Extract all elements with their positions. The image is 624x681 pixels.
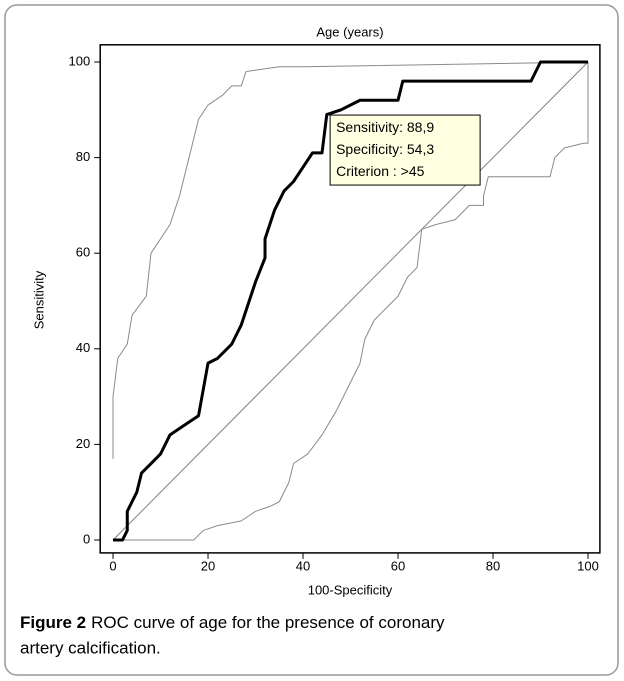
y-tick-label: 40 (76, 340, 90, 355)
caption-text: artery calcification. (20, 638, 161, 657)
line-series (113, 62, 589, 541)
y-tick-label: 60 (76, 245, 90, 260)
line-series (112, 61, 589, 459)
x-tick-label: 60 (391, 558, 405, 573)
annotation-box (329, 114, 481, 186)
x-tick-label: 0 (109, 558, 116, 573)
annotation-text: Specificity: 54,3 (336, 141, 434, 157)
chart-title: Age (years) (316, 24, 383, 39)
caption-label: Figure 2 (20, 613, 86, 632)
figure-border (4, 4, 619, 676)
y-tick-label: 100 (68, 53, 90, 68)
x-axis-label: 100-Specificity (308, 582, 393, 597)
caption-line: Figure 2 ROC curve of age for the presenc… (20, 613, 445, 632)
x-tick-label: 100 (577, 558, 599, 573)
y-tick-label: 80 (76, 149, 90, 164)
y-axis-label: Sensitivity (31, 270, 46, 329)
x-tick-label: 20 (201, 558, 215, 573)
line-series (112, 61, 589, 541)
annotation-text: Sensitivity: 88,9 (336, 119, 434, 135)
y-tick-label: 0 (83, 531, 90, 546)
x-tick-label: 40 (296, 558, 310, 573)
line-series (113, 60, 589, 542)
x-tick-label: 80 (486, 558, 500, 573)
annotation-text: Criterion : >45 (336, 163, 425, 179)
caption-text: ROC curve of age for the presence of cor… (91, 613, 445, 632)
y-tick-label: 20 (76, 436, 90, 451)
